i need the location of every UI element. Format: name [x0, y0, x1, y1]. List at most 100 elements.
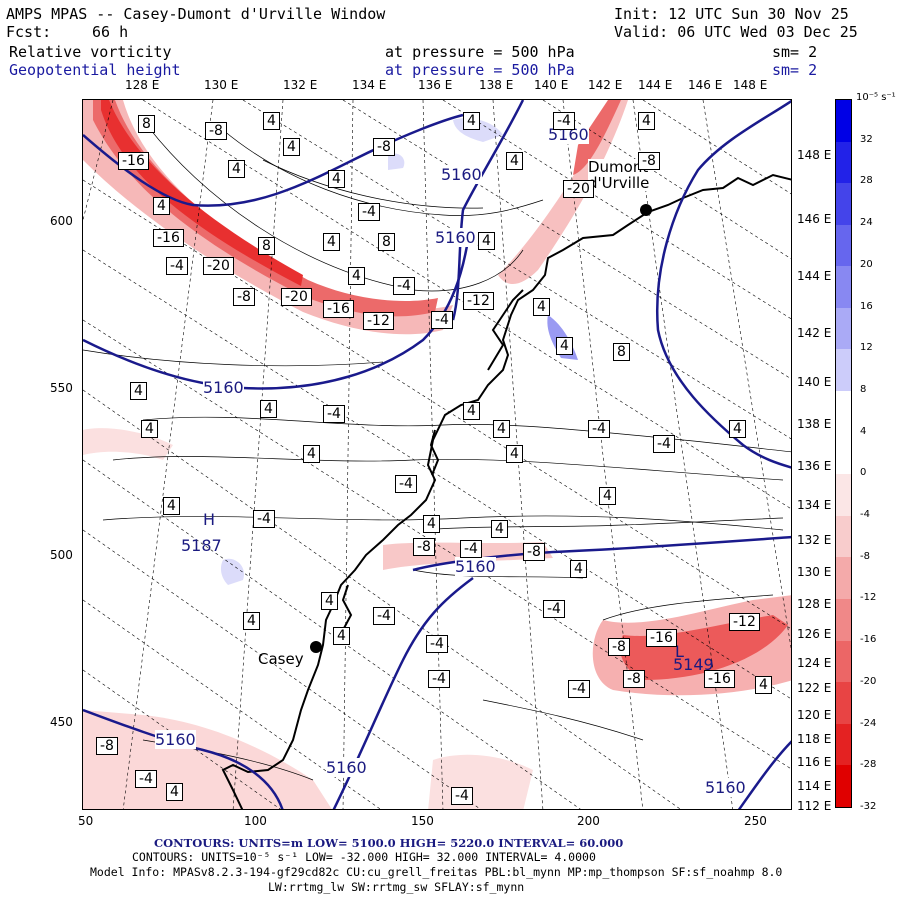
map-panel[interactable]: Dumont d'Urville Casey H 5187 L 5149 516… [82, 99, 792, 810]
vorticity-contour-label: -16 [704, 670, 735, 688]
height-contour-label: 5160 [441, 165, 482, 184]
colorbar-segment [836, 307, 851, 350]
vorticity-contour-label: -12 [729, 613, 760, 631]
colorbar-segment [836, 266, 851, 308]
colorbar-label: -4 [860, 509, 870, 521]
x-tick-label: 150 [411, 814, 434, 828]
longitude-label-right: 126 E [797, 627, 832, 641]
vorticity-contour-label: 4 [463, 112, 480, 130]
colorbar-segment [836, 100, 851, 142]
longitude-label-top: 130 E [204, 78, 239, 92]
vorticity-contour-label: -8 [608, 638, 630, 656]
longitude-label-top: 140 E [534, 78, 569, 92]
colorbar-label: 16 [860, 300, 873, 312]
footer-vorticity-contours: CONTOURS: UNITS=10⁻⁵ s⁻¹ LOW= -32.000 HI… [132, 850, 596, 864]
vorticity-contour-label: -4 [395, 475, 417, 493]
vorticity-contour-label: 4 [463, 402, 480, 420]
vorticity-contour-label: 4 [729, 420, 746, 438]
y-tick-label: 550 [50, 381, 73, 395]
vorticity-contour-label: 4 [506, 445, 523, 463]
colorbar-label: 12 [860, 342, 873, 354]
longitude-label-right: 136 E [797, 459, 832, 473]
dumont-durville-station-dot[interactable] [640, 204, 652, 216]
low-center-value: 5149 [673, 655, 714, 674]
x-tick-label: 50 [78, 814, 94, 828]
x-tick-label: 200 [577, 814, 600, 828]
longitude-label-right: 130 E [797, 565, 832, 579]
longitude-label-right: 138 E [797, 417, 832, 431]
colorbar-label: 24 [860, 217, 873, 229]
high-center-value: 5187 [181, 536, 222, 555]
vorticity-contour-label: 4 [493, 420, 510, 438]
casey-station-dot[interactable] [310, 641, 322, 653]
vorticity-contour-label: -4 [358, 203, 380, 221]
colorbar-segment [836, 183, 851, 225]
colorbar-label: 28 [860, 175, 873, 187]
colorbar-segment [836, 515, 851, 558]
vorticity-contour-label: 4 [755, 676, 772, 694]
colorbar-label: -8 [860, 550, 870, 562]
vorticity-contour-label: -4 [323, 405, 345, 423]
vorticity-contour-label: -4 [451, 787, 473, 805]
colorbar [835, 99, 852, 808]
height-contour-label: 5160 [705, 778, 746, 797]
longitude-label-top: 142 E [588, 78, 623, 92]
vorticity-contour-label: 4 [321, 592, 338, 610]
height-contour-label: 5160 [326, 758, 367, 777]
vorticity-contour-label: -8 [638, 152, 660, 170]
vorticity-contour-label: 8 [258, 237, 275, 255]
vorticity-contour-label: 4 [478, 232, 495, 250]
longitude-label-right: 128 E [797, 597, 832, 611]
longitude-label-right: 142 E [797, 326, 832, 340]
colorbar-label: 32 [860, 133, 873, 145]
vorticity-contour-label: 4 [533, 298, 550, 316]
colorbar-label: -12 [860, 592, 877, 604]
vorticity-contour-label: -12 [463, 292, 494, 310]
x-tick-label: 100 [244, 814, 267, 828]
footer-model-info: Model Info: MPASv8.2.3-194-gf29cd82c CU:… [90, 865, 783, 879]
colorbar-label: 8 [860, 383, 867, 395]
colorbar-segment [836, 349, 851, 392]
vorticity-contour-label: 8 [613, 343, 630, 361]
vorticity-contour-label: 4 [260, 400, 277, 418]
footer-model-info-2: LW:rrtmg_lw SW:rrtmg_sw SFLAY:sf_mynn [268, 880, 525, 894]
colorbar-label: -28 [860, 759, 877, 771]
vorticity-contour-label: 4 [303, 445, 320, 463]
y-tick-label: 600 [50, 214, 73, 228]
colorbar-label: 0 [860, 467, 867, 479]
colorbar-segment [836, 224, 851, 267]
longitude-label-top: 146 E [688, 78, 723, 92]
longitude-label-right: 118 E [797, 732, 832, 746]
vorticity-contour-label: 4 [599, 487, 616, 505]
longitude-label-right: 120 E [797, 708, 832, 722]
vorticity-contour-label: -20 [563, 180, 594, 198]
height-contour-label: 5160 [203, 378, 244, 397]
positive-vorticity-shading [220, 118, 578, 585]
vorticity-contour-label: 4 [243, 612, 260, 630]
vorticity-contour-label: -4 [543, 600, 565, 618]
forecast-label: Fcst: [6, 23, 52, 41]
longitude-label-right: 114 E [797, 779, 832, 793]
colorbar-label: -16 [860, 634, 877, 646]
vorticity-contour-label: -4 [135, 770, 157, 788]
vorticity-contour-label: -4 [393, 277, 415, 295]
colorbar-segment [836, 765, 851, 807]
height-contour-label: 5160 [455, 557, 496, 576]
vorticity-contour-label: -8 [96, 737, 118, 755]
vorticity-contour-label: -8 [233, 288, 255, 306]
vorticity-contour-label: -4 [568, 680, 590, 698]
longitude-label-right: 144 E [797, 269, 832, 283]
forecast-hour: 66 h [92, 23, 129, 41]
colorbar-segment [836, 391, 851, 433]
y-tick-label: 450 [50, 715, 73, 729]
longitude-label-top: 134 E [352, 78, 387, 92]
longitude-label-right: 132 E [797, 533, 832, 547]
dumont-label-line1: Dumont [588, 158, 649, 176]
colorbar-segment [836, 141, 851, 184]
field1-smoothing: sm= 2 [772, 43, 818, 61]
vorticity-contour-label: -4 [588, 420, 610, 438]
casey-label: Casey [258, 650, 304, 668]
negative-vorticity-shading [83, 100, 791, 809]
longitude-label-top: 136 E [418, 78, 453, 92]
footer-height-contours: CONTOURS: UNITS=m LOW= 5100.0 HIGH= 5220… [154, 836, 624, 850]
